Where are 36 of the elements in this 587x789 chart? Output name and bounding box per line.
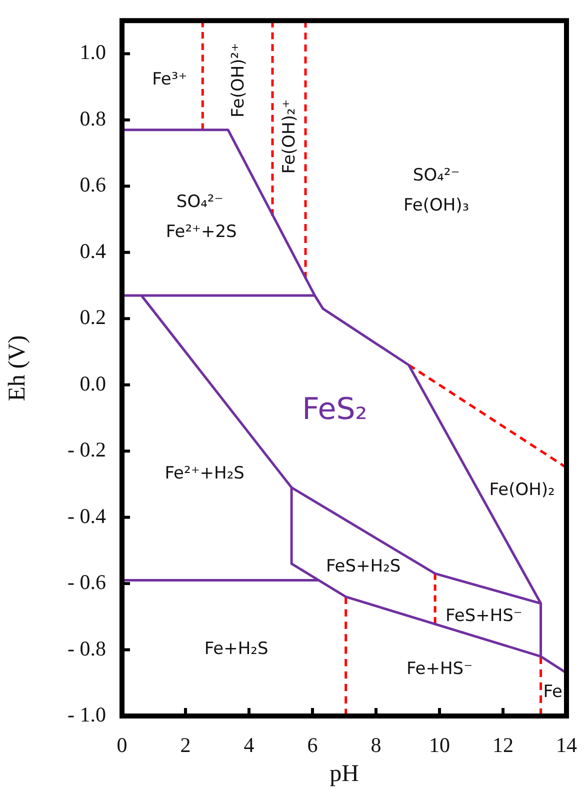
x-tick-label: 4: [244, 733, 255, 758]
y-tick-label: 0.0: [80, 371, 106, 396]
annotation: Fe: [543, 682, 563, 702]
annotation: Fe(OH)₂⁺: [280, 99, 300, 174]
x-tick-label: 6: [307, 733, 318, 758]
annotation: FeS+HS⁻: [446, 606, 522, 626]
annotation: Fe(OH)²⁺: [228, 42, 248, 118]
annotation: Fe(OH)₂: [489, 480, 555, 500]
y-axis-title: Eh (V): [4, 335, 31, 402]
annotation: FeS+H₂S: [326, 556, 401, 576]
annotation: Fe+HS⁻: [406, 659, 473, 680]
y-tick-label: 0.8: [80, 106, 106, 130]
x-tick-label: 10: [429, 733, 450, 758]
y-tick-label: - 0.4: [68, 504, 106, 528]
y-tick-label: - 1.0: [68, 702, 106, 727]
x-tick-label: 8: [370, 733, 382, 758]
y-tick-label: - 0.6: [68, 570, 106, 594]
y-tick-label: 0.4: [80, 238, 106, 263]
annotation: FeS₂: [302, 392, 368, 428]
annotation: SO₄²⁻: [412, 166, 460, 186]
x-tick-label: 0: [116, 733, 128, 758]
annotation: Fe³⁺: [152, 70, 188, 90]
y-tick-label: - 0.2: [68, 438, 106, 462]
x-tick-label: 2: [180, 733, 191, 758]
annotation: Fe²⁺+H₂S: [164, 464, 244, 484]
y-tick-label: 0.6: [80, 172, 106, 197]
y-tick-label: 0.2: [80, 305, 106, 330]
x-axis-title: pH: [330, 760, 359, 787]
annotation: SO₄²⁻: [176, 192, 224, 212]
y-tick-label: - 0.8: [68, 636, 106, 660]
annotation: Fe+H₂S: [204, 639, 268, 660]
annotation: Fe²⁺+2S: [166, 222, 237, 242]
y-tick-label: 1.0: [80, 40, 106, 64]
x-tick-label: 14: [556, 733, 578, 758]
x-tick-label: 12: [492, 733, 514, 758]
annotation: Fe(OH)₃: [404, 195, 470, 216]
